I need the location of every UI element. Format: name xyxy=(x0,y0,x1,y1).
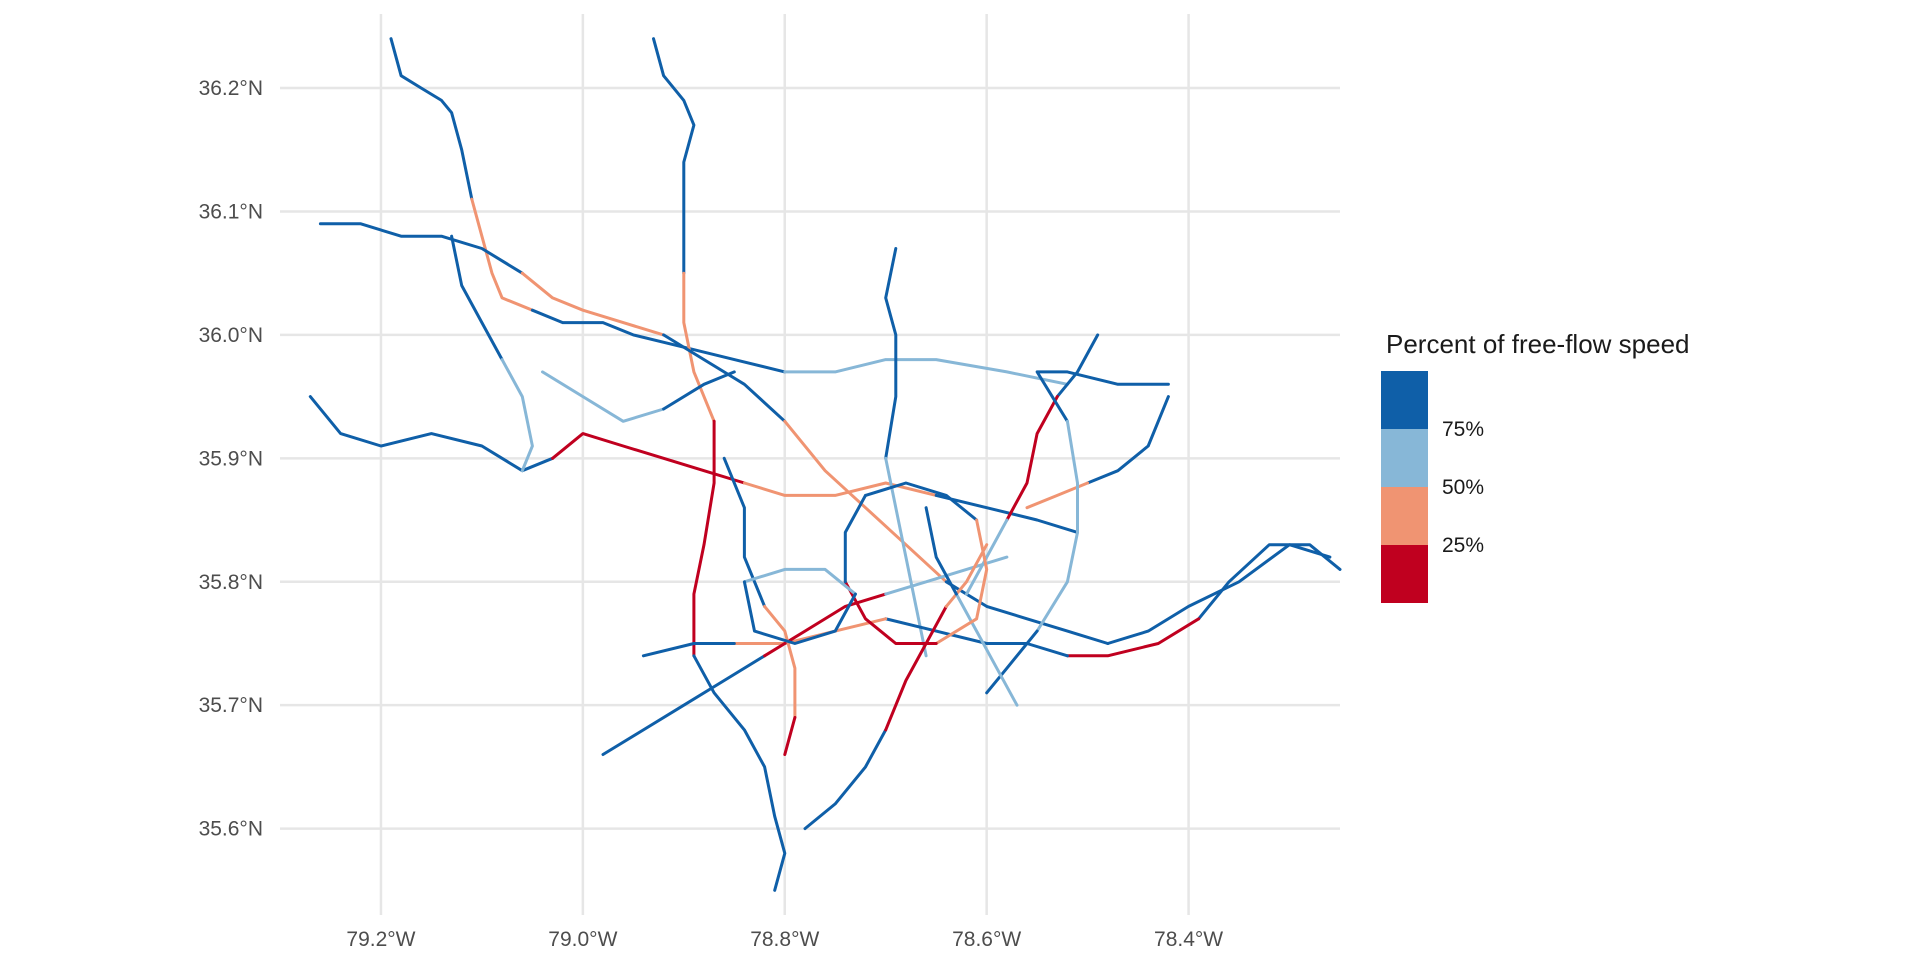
road-west-link xyxy=(450,234,534,473)
road-cary-loop-segment-1 xyxy=(742,580,857,645)
road-north-central-spur-segment-1 xyxy=(884,456,928,658)
road-south-spur-segment-0 xyxy=(803,728,888,831)
road-west-corridor xyxy=(318,222,1332,645)
x-axis-tick-labels: 79.2°W 79.0°W 78.8°W 78.6°W 78.4°W xyxy=(346,928,1223,951)
y-tick-label-3: 35.9°N xyxy=(199,447,263,470)
legend-break-labels: 75% 50% 25% xyxy=(1442,418,1484,557)
gridlines xyxy=(280,14,1340,915)
road-southeast-spur xyxy=(924,506,1019,707)
road-southwest-arc xyxy=(308,395,1079,534)
road-west-corridor-segment-2 xyxy=(662,333,787,423)
x-tick-label-0: 79.2°W xyxy=(346,928,415,951)
road-southeast-corridor-segment-2 xyxy=(884,617,1069,658)
road-chapel-link xyxy=(541,370,736,423)
road-east-spur-segment-0 xyxy=(1086,395,1170,485)
road-north-central-spur xyxy=(884,247,928,658)
y-tick-label-0: 36.2°N xyxy=(199,77,263,100)
road-chapel-link-segment-0 xyxy=(541,370,666,423)
road-chapel-link-segment-1 xyxy=(662,370,736,411)
legend-title: Percent of free-flow speed xyxy=(1386,329,1690,359)
road-northeast-spur xyxy=(965,333,1100,596)
road-north-spur xyxy=(652,37,787,892)
road-south-corridor-segment-1 xyxy=(763,592,888,658)
road-northwest-corridor-segment-0 xyxy=(389,37,474,201)
road-west-link-segment-0 xyxy=(450,234,504,362)
road-southwest-arc-segment-3 xyxy=(934,493,1079,534)
road-northeast-spur-segment-1 xyxy=(1005,395,1059,522)
road-southwest-arc-segment-1 xyxy=(551,432,746,485)
road-north-spur-segment-1 xyxy=(682,271,716,423)
road-northwest-corridor-segment-2 xyxy=(530,308,787,374)
road-southeast-corridor-segment-0 xyxy=(1197,543,1342,621)
road-inner-belt-segment-2 xyxy=(843,580,938,645)
road-west-corridor-segment-1 xyxy=(520,271,666,337)
road-east-loop-segment-0 xyxy=(1035,370,1170,423)
road-south-corridor xyxy=(601,555,1009,756)
y-tick-label-4: 35.8°N xyxy=(199,571,263,594)
y-tick-label-6: 35.6°N xyxy=(199,818,263,841)
x-tick-label-1: 79.0°W xyxy=(548,928,617,951)
road-southwest-arc-segment-2 xyxy=(742,481,938,497)
legend-bin-0-25 xyxy=(1381,545,1428,603)
road-northwest-corridor xyxy=(389,37,1069,386)
road-southeast-corridor-segment-4 xyxy=(641,642,736,658)
x-tick-label-3: 78.6°W xyxy=(952,928,1021,951)
legend-bin-25-50 xyxy=(1381,487,1428,545)
road-inner-belt-segment-0 xyxy=(864,481,979,522)
legend-bin-75-100 xyxy=(1381,371,1428,429)
road-south-spur xyxy=(803,543,989,831)
road-inner-belt-segment-1 xyxy=(934,518,989,645)
road-northeast-spur-segment-2 xyxy=(965,518,1009,596)
road-north-spur-segment-3 xyxy=(692,654,787,892)
road-inner-belt xyxy=(843,481,989,645)
road-south-spur-segment-2 xyxy=(944,543,989,608)
road-inner-belt-segment-3 xyxy=(843,493,867,584)
road-west-corridor-segment-5 xyxy=(1106,543,1332,645)
road-southeast-corridor-segment-1 xyxy=(1065,617,1201,658)
road-southeast-spur-segment-1 xyxy=(924,506,958,596)
road-west-corridor-segment-0 xyxy=(318,222,524,275)
road-east-loop-segment-1 xyxy=(1035,419,1079,633)
x-tick-label-2: 78.8°W xyxy=(750,928,819,951)
legend-label-75: 75% xyxy=(1442,418,1484,441)
road-northwest-corridor-segment-1 xyxy=(470,197,534,312)
road-central-west-segment-1 xyxy=(763,604,797,719)
road-west-corridor-segment-3 xyxy=(783,419,948,584)
road-west-link-segment-1 xyxy=(500,358,534,473)
road-south-corridor-segment-0 xyxy=(601,654,767,756)
legend-label-25: 25% xyxy=(1442,534,1484,557)
y-axis-tick-labels: 36.2°N 36.1°N 36.0°N 35.9°N 35.8°N 35.7°N 35.6… xyxy=(199,77,263,841)
y-tick-label-2: 36.0°N xyxy=(199,324,263,347)
road-north-spur-segment-0 xyxy=(652,37,696,275)
road-north-central-spur-segment-0 xyxy=(884,247,898,460)
road-northeast-spur-segment-0 xyxy=(1055,333,1100,399)
legend-label-50: 50% xyxy=(1442,476,1484,499)
road-northwest-corridor-segment-3 xyxy=(783,358,1069,386)
legend-color-bins xyxy=(1381,371,1428,603)
road-central-west-segment-0 xyxy=(722,456,767,608)
road-network xyxy=(308,37,1342,892)
legend-bin-50-75 xyxy=(1381,429,1428,487)
legend: Percent of free-flow speed 75% 50% 25% xyxy=(1381,329,1690,603)
road-central-west-segment-2 xyxy=(783,716,797,756)
road-cary-loop xyxy=(742,567,857,645)
road-north-spur-segment-2 xyxy=(692,419,716,658)
road-west-corridor-segment-4 xyxy=(944,580,1110,645)
y-tick-label-5: 35.7°N xyxy=(199,694,263,717)
road-south-spur-segment-1 xyxy=(884,604,948,732)
road-central-west xyxy=(722,456,797,756)
road-cary-loop-segment-0 xyxy=(742,567,857,596)
x-tick-label-4: 78.4°W xyxy=(1154,928,1223,951)
road-southeast-spur-segment-0 xyxy=(954,592,1019,707)
y-tick-label-1: 36.1°N xyxy=(199,200,263,223)
road-southwest-arc-segment-0 xyxy=(308,395,555,473)
